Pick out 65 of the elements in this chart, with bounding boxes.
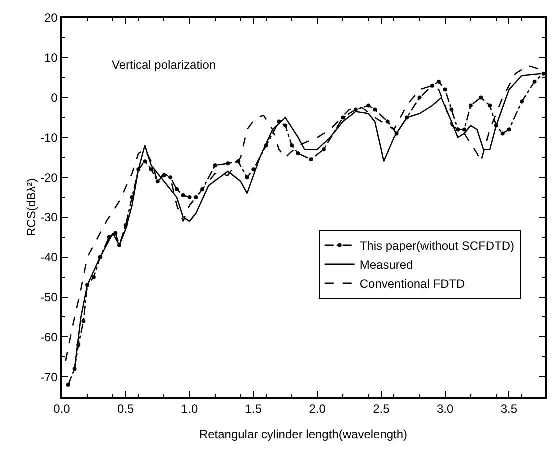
point (354, 108, 358, 112)
point (430, 84, 435, 88)
point (322, 148, 326, 152)
point (245, 176, 250, 180)
x-tick-label: 0.5 (118, 402, 135, 416)
y-tick-label: -60 (40, 330, 58, 344)
point (226, 162, 230, 166)
point (366, 104, 371, 108)
point (507, 128, 512, 132)
point (542, 72, 545, 76)
y-axis-title: RCS(dBλ²) (24, 178, 38, 237)
point (168, 176, 173, 180)
y-tick-label: -20 (40, 170, 58, 185)
y-tick-label: -40 (40, 250, 58, 265)
x-tick-label: 2.5 (373, 402, 390, 416)
legend-label: This paper(without SCFDTD) (360, 239, 515, 254)
point (418, 96, 422, 100)
x-tick-label: 1.5 (245, 402, 262, 416)
y-tick-label: 0 (51, 90, 58, 105)
x-tick-label: 2.0 (309, 402, 326, 416)
point (143, 160, 148, 164)
point (462, 128, 466, 132)
point (500, 132, 505, 136)
point (290, 144, 294, 148)
y-tick-label: -10 (40, 130, 58, 145)
x-axis-title: Retangular cylinder length(wavelength) (199, 428, 408, 442)
point (479, 96, 484, 100)
y-tick-label: 20 (44, 11, 58, 26)
point (66, 383, 70, 388)
point (456, 128, 460, 132)
point (284, 124, 288, 128)
x-tick-label: 3.5 (500, 402, 518, 416)
point (443, 88, 448, 92)
point (436, 80, 441, 84)
x-tick-label: 0.0 (54, 402, 71, 416)
point (450, 108, 454, 112)
point (386, 120, 390, 124)
annotation: Vertical polarization (112, 58, 216, 72)
legend-label: Measured (360, 258, 414, 272)
x-tick-label: 3.0 (436, 402, 454, 416)
point (520, 100, 524, 104)
point (213, 164, 218, 168)
y-tick-label: 10 (44, 51, 58, 66)
point (296, 152, 300, 156)
point (488, 104, 492, 108)
point (114, 231, 118, 236)
point (468, 104, 473, 108)
point (181, 194, 186, 198)
point (156, 180, 160, 184)
y-tick-label: -70 (40, 370, 58, 384)
point (92, 275, 96, 280)
point (149, 168, 154, 172)
y-tick-label: -30 (40, 210, 58, 225)
point (309, 158, 314, 162)
point (373, 108, 378, 112)
point (175, 188, 179, 192)
point (188, 196, 192, 200)
point (532, 80, 537, 84)
point (194, 196, 198, 200)
point (252, 168, 256, 172)
point (82, 319, 86, 324)
legend-label: Conventional FDTD (360, 277, 466, 292)
y-tick-label: -50 (40, 290, 58, 304)
x-tick-label: 1.0 (181, 402, 198, 416)
point (341, 116, 346, 120)
